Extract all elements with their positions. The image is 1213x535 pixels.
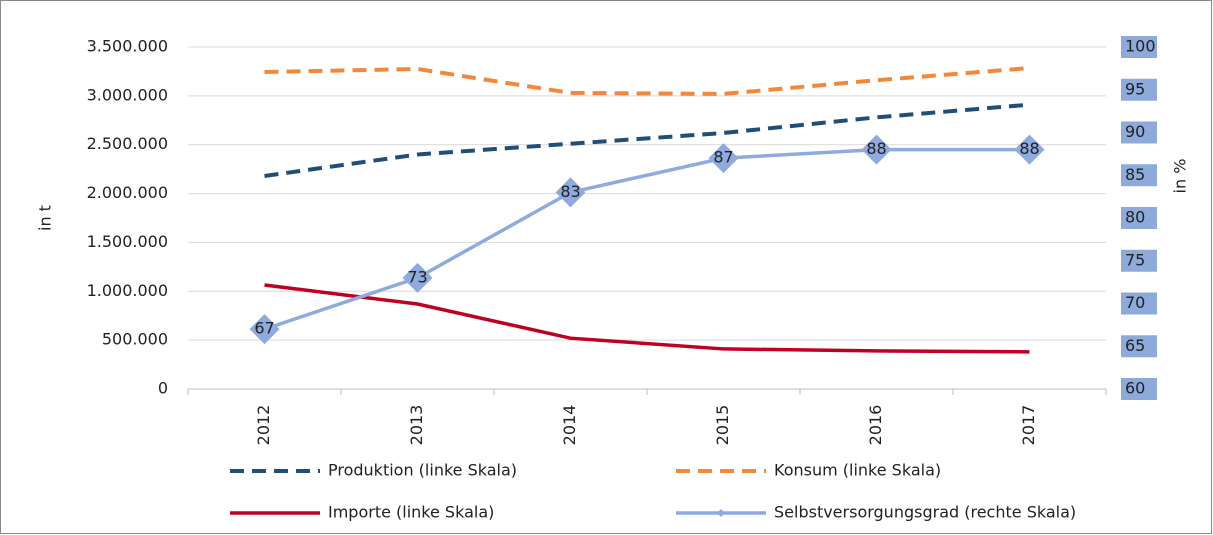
series-line [264, 102, 1030, 178]
y-tick-label: 2.000.000 [87, 183, 168, 202]
y2-tick-label: 65 [1125, 336, 1145, 355]
y-tick-label: 1.000.000 [87, 281, 168, 300]
y2-tick-label: 95 [1125, 79, 1145, 98]
y2-tick-mark [1121, 292, 1157, 315]
y2-tick-label: 60 [1125, 379, 1145, 398]
x-tick-label: 2015 [713, 405, 732, 446]
x-tick-label: 2017 [1019, 405, 1038, 446]
legend-label: Produktion (linke Skala) [328, 461, 517, 480]
marker [555, 177, 586, 208]
data-label: 88 [866, 139, 886, 158]
marker [249, 314, 280, 345]
data-label: 67 [254, 319, 274, 338]
x-tick-label: 2016 [866, 405, 885, 446]
series-line [264, 66, 1030, 96]
y2-tick-mark [1121, 207, 1157, 229]
x-tick-label: 2012 [254, 405, 273, 446]
y2-tick-mark [1121, 36, 1157, 58]
legend-label: Importe (linke Skala) [328, 503, 494, 522]
y-tick-label: 500.000 [102, 330, 168, 349]
data-label: 73 [407, 267, 427, 286]
marker [861, 134, 892, 165]
y2-tick-mark [1121, 335, 1157, 358]
y-tick-label: 1.500.000 [87, 232, 168, 251]
y-tick-label: 2.500.000 [87, 134, 168, 153]
y2-tick-mark [1121, 164, 1157, 187]
y2-tick-label: 85 [1125, 165, 1145, 184]
y2-tick-mark [1121, 378, 1157, 400]
y2-tick-mark [1121, 249, 1157, 272]
y2-tick-mark [1121, 121, 1157, 144]
data-label: 83 [560, 182, 580, 201]
y2-axis-label: in % [1171, 159, 1190, 194]
y2-tick-mark [1121, 78, 1157, 101]
marker [402, 262, 433, 293]
series-line [263, 147, 1030, 331]
y-tick-label: 3.500.000 [87, 37, 168, 56]
y-tick-label: 3.000.000 [87, 85, 168, 104]
y2-tick-label: 75 [1125, 250, 1145, 269]
y2-tick-label: 80 [1125, 208, 1145, 227]
data-label: 87 [713, 148, 733, 167]
y2-tick-label: 100 [1125, 37, 1156, 56]
y2-tick-label: 90 [1125, 122, 1145, 141]
series-line [264, 283, 1030, 354]
x-tick-label: 2014 [560, 405, 579, 446]
y-axis-label: in t [36, 205, 55, 231]
x-tick-label: 2013 [407, 405, 426, 446]
legend-label: Konsum (linke Skala) [774, 461, 941, 480]
legend-marker [717, 509, 725, 517]
marker [1014, 134, 1045, 165]
marker [708, 143, 739, 174]
y2-tick-label: 70 [1125, 293, 1145, 312]
y-tick-label: 0 [158, 379, 168, 398]
data-label: 88 [1019, 139, 1039, 158]
legend-label: Selbstversorgungsgrad (rechte Skala) [774, 503, 1076, 522]
